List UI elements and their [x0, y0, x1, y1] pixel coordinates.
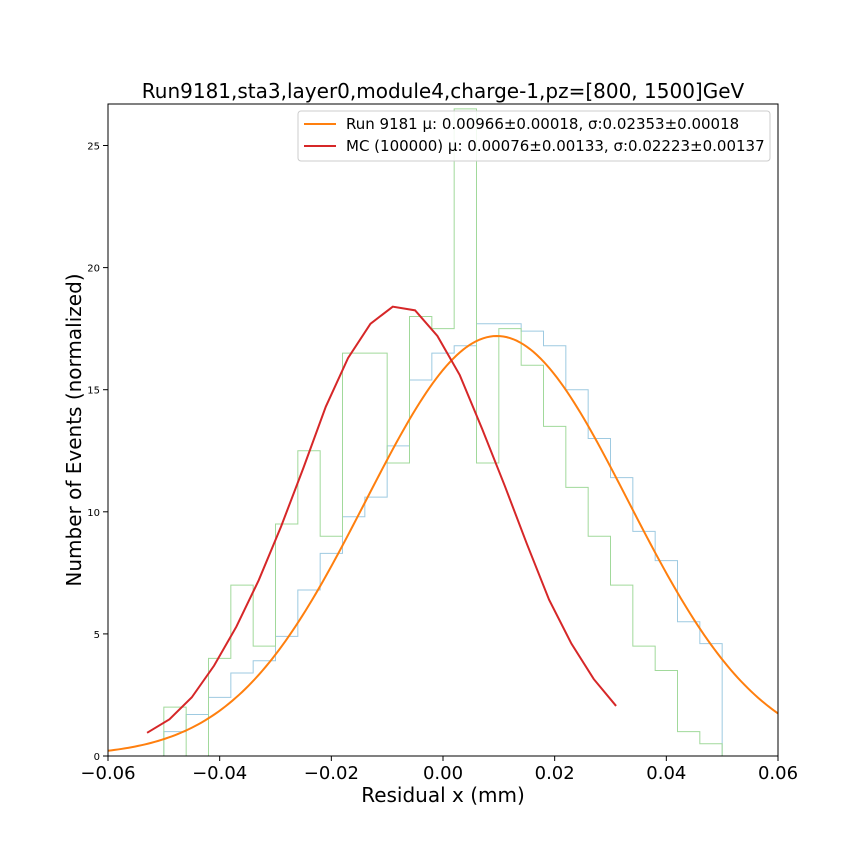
x-tick-label: 0.04	[646, 763, 686, 784]
y-tick-label: 25	[87, 142, 100, 153]
series-line-0	[107, 334, 779, 752]
x-tick-label: 0.02	[535, 763, 575, 784]
x-tick-label: −0.06	[80, 763, 135, 784]
series-line-1	[146, 305, 617, 734]
y-tick-label: 10	[87, 508, 100, 519]
y-tick-label: 0	[94, 752, 100, 763]
x-tick-label: 0.00	[423, 763, 463, 784]
series-layer	[107, 305, 779, 752]
y-axis-title: Number of Events (normalized)	[62, 273, 86, 586]
legend-label-mc: MC (100000) μ: 0.00076±0.00133, σ:0.0222…	[346, 137, 765, 155]
chart-title: Run9181,sta3,layer0,module4,charge-1,pz=…	[142, 79, 745, 103]
y-tick-label: 15	[87, 386, 100, 397]
y-tick-label: 20	[87, 264, 100, 275]
histogram-0	[163, 323, 723, 756]
axis-layer: −0.06 −0.04 −0.02 0.00 0.02 0.04 0.06 0 5 10 15 20 2…	[80, 142, 798, 784]
histogram-1	[163, 108, 723, 757]
x-tick-label: −0.04	[192, 763, 247, 784]
legend: Run 9181 μ: 0.00966±0.00018, σ:0.02353±0…	[297, 110, 771, 162]
legend-label-run: Run 9181 μ: 0.00966±0.00018, σ:0.02353±0…	[346, 115, 739, 133]
x-tick-label: −0.02	[304, 763, 359, 784]
x-tick-label: 0.06	[758, 763, 798, 784]
legend-box	[297, 110, 771, 162]
histogram-layer	[163, 108, 723, 757]
y-tick-label: 5	[94, 630, 100, 641]
x-axis-title: Residual x (mm)	[361, 783, 525, 807]
